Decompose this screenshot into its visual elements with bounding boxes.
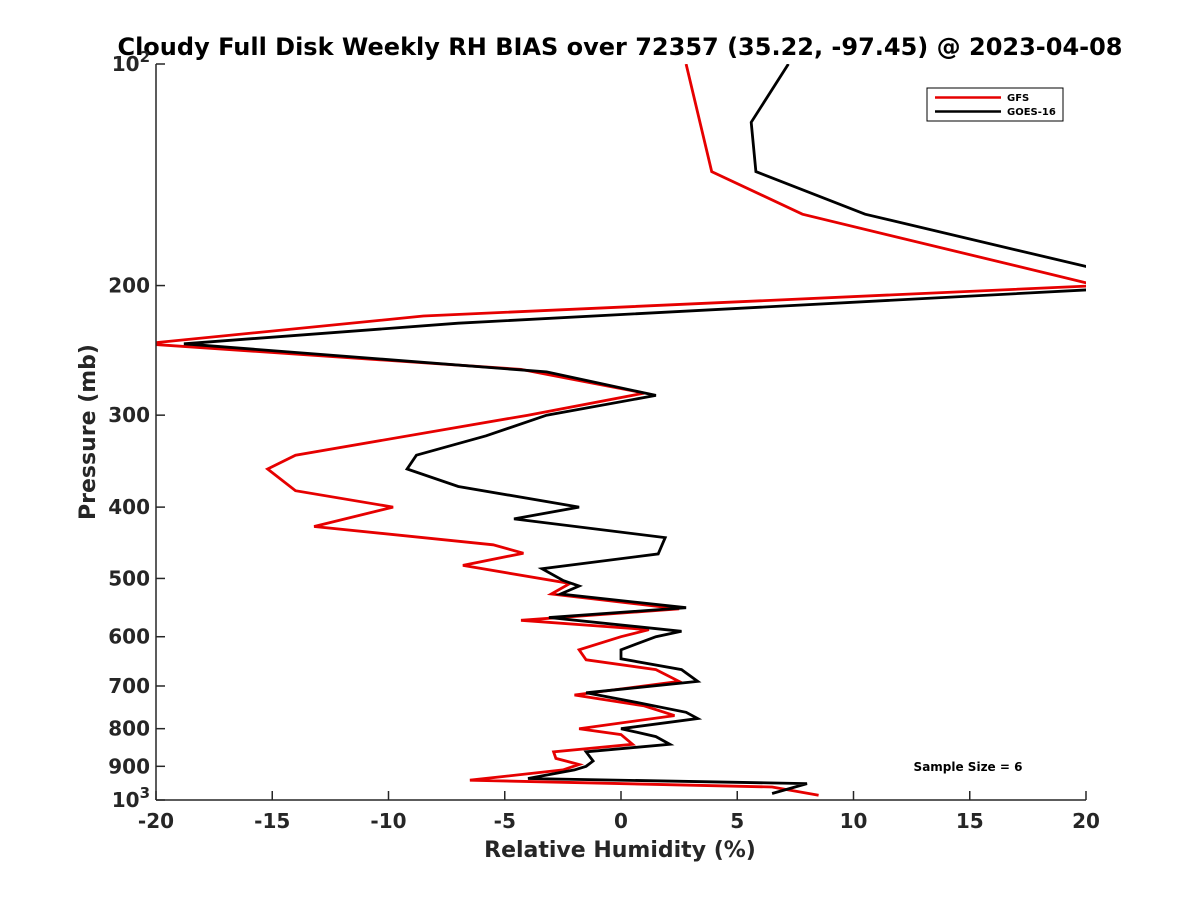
legend: GFS GOES-16 (926, 87, 1064, 122)
y-tick-label: 800 (108, 717, 150, 741)
x-tick-label: 5 (730, 809, 744, 833)
y-axis-label: Pressure (mb) (76, 344, 101, 520)
y-tick-label: 300 (108, 403, 150, 427)
series-layer (156, 64, 1086, 797)
y-axis-ticks: 102 200 300 400 500 600 700 800 900 103 (108, 48, 165, 812)
chart-title: Cloudy Full Disk Weekly RH BIAS over 723… (117, 33, 1122, 61)
legend-label-goes16: GOES-16 (1007, 107, 1056, 118)
x-axis-label: Relative Humidity (%) (484, 838, 756, 863)
x-tick-label: -20 (138, 809, 174, 833)
x-tick-label: -15 (254, 809, 290, 833)
x-axis-ticks: -20 -15 -10 -5 0 5 10 15 20 (138, 791, 1100, 833)
y-tick-label: 400 (108, 495, 150, 519)
y-tick-label: 900 (108, 754, 150, 778)
y-tick-label: 103 (112, 784, 150, 812)
y-tick-label: 700 (108, 674, 150, 698)
legend-box (926, 87, 1064, 122)
y-tick-label: 102 (112, 48, 150, 76)
x-tick-label: -10 (370, 809, 406, 833)
x-tick-label: 0 (614, 809, 628, 833)
y-tick-label: 200 (108, 274, 150, 298)
x-tick-label: 15 (956, 809, 984, 833)
x-tick-label: 10 (840, 809, 868, 833)
y-tick-label: 600 (108, 625, 150, 649)
y-tick-label: 500 (108, 566, 150, 590)
x-tick-label: -5 (494, 809, 516, 833)
legend-label-gfs: GFS (1007, 93, 1029, 104)
sample-size-annotation: Sample Size = 6 (914, 760, 1023, 774)
series-line-goes16 (183, 64, 1086, 795)
x-tick-label: 20 (1072, 809, 1100, 833)
